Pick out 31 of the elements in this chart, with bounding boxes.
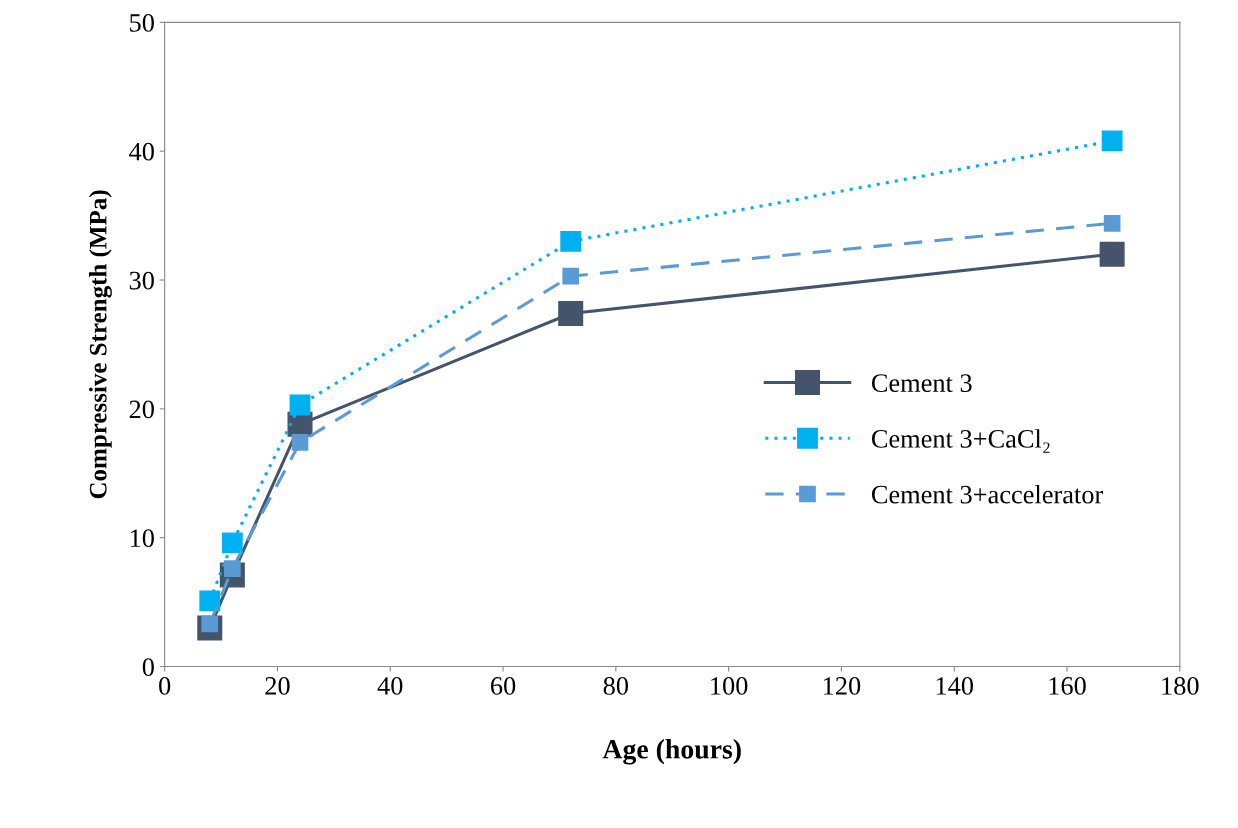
y-tick-label: 50 bbox=[130, 13, 154, 32]
point bbox=[289, 394, 311, 416]
x-tick-label: 60 bbox=[490, 677, 516, 695]
legend-label: Cement 3 bbox=[871, 374, 972, 392]
x-tick-label: 80 bbox=[603, 677, 629, 695]
point bbox=[1103, 215, 1121, 232]
point bbox=[1099, 241, 1125, 267]
y-tick-label: 40 bbox=[129, 142, 154, 161]
point bbox=[1101, 130, 1123, 152]
point bbox=[291, 434, 309, 451]
y-axis-title: Compressive Strength (MPa) bbox=[89, 190, 112, 499]
x-tick-label: 140 bbox=[936, 677, 974, 695]
point bbox=[221, 532, 243, 554]
x-tick-label: 120 bbox=[823, 677, 861, 695]
x-tick-label: 180 bbox=[1162, 677, 1199, 695]
y-tick-label: 0 bbox=[142, 658, 154, 676]
x-tick-label: 40 bbox=[377, 677, 403, 695]
y-tick-label: 30 bbox=[129, 271, 154, 290]
x-tick-label: 100 bbox=[711, 677, 748, 695]
point bbox=[560, 230, 582, 252]
x-tick-label: 0 bbox=[159, 677, 171, 695]
x-tick-label: 160 bbox=[1049, 677, 1086, 695]
y-tick-label: 20 bbox=[129, 400, 154, 419]
legend-label: Cement 3+accelerator bbox=[871, 484, 1104, 504]
point bbox=[562, 267, 580, 285]
point bbox=[199, 590, 221, 612]
point bbox=[558, 301, 584, 327]
x-tick-label: 20 bbox=[265, 677, 290, 695]
x-axis-title: Age (hours) bbox=[602, 739, 741, 765]
legend-label: Cement 3+CaCl₂ bbox=[871, 429, 1050, 453]
y-tick-label: 10 bbox=[130, 529, 154, 548]
